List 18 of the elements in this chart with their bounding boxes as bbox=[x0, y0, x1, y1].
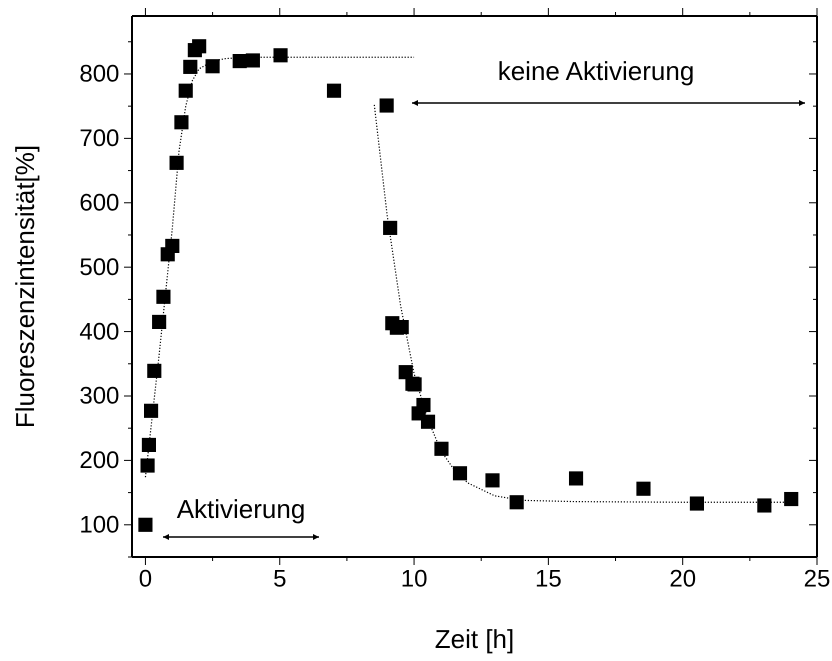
y-tick-label: 200 bbox=[79, 447, 120, 474]
annotation: Aktivierung bbox=[176, 494, 306, 524]
y-tick-label: 800 bbox=[79, 60, 120, 88]
y-tick-label: 400 bbox=[79, 318, 120, 346]
x-axis-title: Zeit [h] bbox=[434, 624, 514, 654]
x-tick-label: 25 bbox=[804, 565, 830, 592]
y-tick-label: 500 bbox=[79, 254, 120, 281]
y-tick-label: 700 bbox=[79, 125, 120, 152]
x-tick-label: 10 bbox=[400, 565, 428, 592]
y-tick-label: 600 bbox=[79, 189, 120, 216]
annotation: keine Aktivierung bbox=[498, 56, 694, 86]
y-axis-title: Fluoreszenzintensität[%] bbox=[10, 144, 40, 428]
x-tick-label: 5 bbox=[273, 565, 286, 592]
x-tick-label: 15 bbox=[535, 565, 562, 592]
y-tick-label: 100 bbox=[79, 511, 120, 538]
y-tick-label: 300 bbox=[79, 382, 120, 410]
x-tick-label: 0 bbox=[138, 565, 152, 592]
x-tick-label: 20 bbox=[669, 565, 696, 592]
